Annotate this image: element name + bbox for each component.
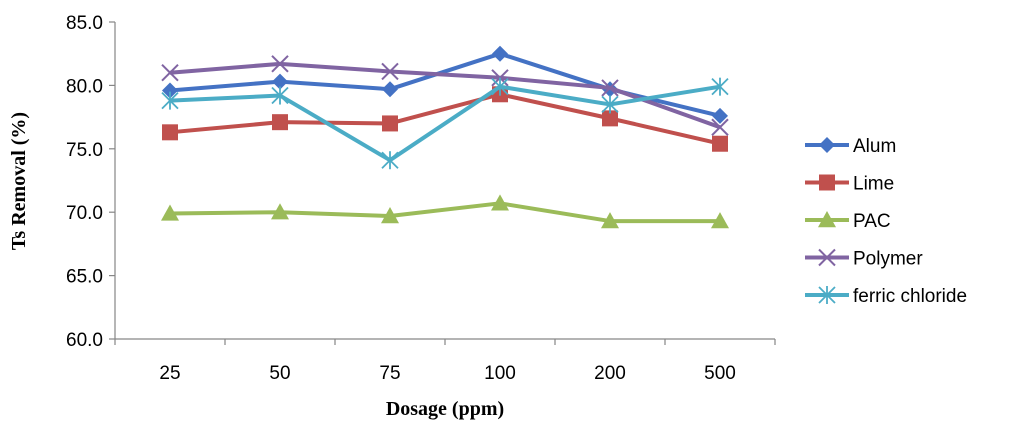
data-point <box>271 86 289 105</box>
x-tick-label: 500 <box>704 363 736 384</box>
series-line <box>169 92 721 146</box>
y-tick-label: 80.0 <box>66 76 103 97</box>
series-lime <box>162 86 728 152</box>
legend-label: PAC <box>853 211 891 232</box>
legend-marker <box>819 174 835 191</box>
data-point <box>161 204 179 221</box>
legend-item: Polymer <box>805 249 923 270</box>
data-point <box>492 45 508 62</box>
series-line <box>169 51 721 118</box>
series-layer <box>161 45 729 229</box>
data-point <box>381 62 399 81</box>
series-ferric-chloride <box>161 77 729 170</box>
data-point <box>601 79 619 97</box>
data-point <box>162 82 178 99</box>
y-tick-label: 85.0 <box>66 13 103 34</box>
data-point <box>271 203 289 220</box>
series-line <box>169 201 720 224</box>
y-tick-label: 65.0 <box>66 267 103 288</box>
x-tick-label: 200 <box>594 363 626 384</box>
y-tick-label: 60.0 <box>66 330 103 351</box>
legend: Alum Lime PAC Polymer ferric chloride <box>805 136 967 307</box>
data-point <box>381 207 399 224</box>
legend-marker <box>818 286 836 304</box>
data-point <box>601 95 619 114</box>
series-pac <box>161 194 729 229</box>
data-point <box>161 64 179 82</box>
legend-label: ferric chloride <box>853 286 967 307</box>
data-point <box>712 107 728 124</box>
series-alum <box>162 45 728 124</box>
x-tick-label: 50 <box>269 363 290 384</box>
data-point <box>162 124 178 141</box>
data-point <box>382 115 398 132</box>
legend-item: ferric chloride <box>805 286 967 307</box>
y-tick-label: 75.0 <box>66 140 103 161</box>
data-point <box>381 151 399 170</box>
series-polymer <box>161 55 729 136</box>
legend-marker <box>818 248 836 267</box>
legend-marker <box>819 137 835 153</box>
data-point <box>272 114 288 131</box>
legend-label: Lime <box>853 174 894 195</box>
legend-label: Alum <box>853 136 896 157</box>
legend-label: Polymer <box>853 249 923 270</box>
data-point <box>491 77 509 96</box>
series-line <box>169 61 721 130</box>
x-tick-label: 25 <box>159 363 180 384</box>
data-point <box>272 73 288 90</box>
series-line <box>169 84 721 163</box>
data-point <box>601 212 619 229</box>
data-point <box>161 91 179 110</box>
y-tick-label: 70.0 <box>66 203 103 224</box>
x-axis-ticks: 25 50 75 100 200 500 <box>114 339 776 384</box>
data-point <box>711 212 729 229</box>
data-point <box>712 135 728 152</box>
x-axis-title: Dosage (ppm) <box>386 398 504 420</box>
y-axis-title: Ts Removal (%) <box>8 112 30 250</box>
data-point <box>602 110 618 127</box>
data-point <box>491 194 509 211</box>
legend-item: PAC <box>805 211 891 232</box>
data-point <box>711 77 729 96</box>
data-point <box>382 81 398 98</box>
x-tick-label: 75 <box>379 363 400 384</box>
legend-marker <box>818 211 836 228</box>
legend-item: Lime <box>805 174 894 195</box>
legend-item: Alum <box>805 136 896 157</box>
x-tick-label: 100 <box>484 363 516 384</box>
data-point <box>271 55 289 73</box>
y-axis-ticks: 60.0 65.0 70.0 75.0 80.0 85.0 <box>66 13 115 351</box>
data-point <box>711 118 729 136</box>
